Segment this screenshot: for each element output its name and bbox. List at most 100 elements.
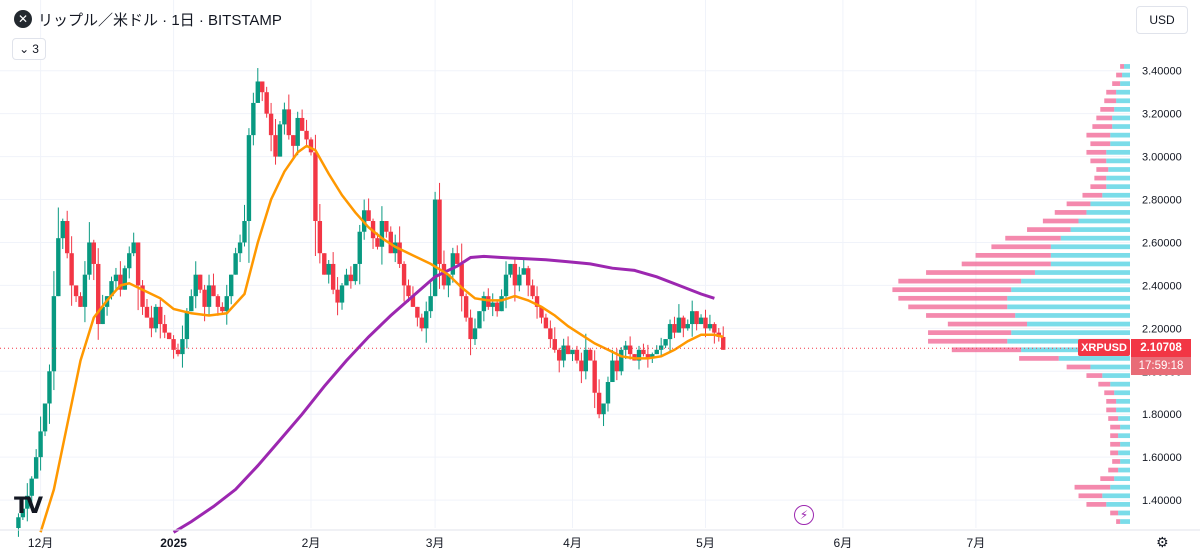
volume-profile-bar-up bbox=[1112, 115, 1130, 121]
indicators-toggle-button[interactable]: ⌄ 3 bbox=[12, 38, 46, 60]
candle-body bbox=[663, 339, 668, 346]
volume-profile-bar-down bbox=[1110, 424, 1121, 430]
candle-body bbox=[525, 268, 531, 286]
candle-body bbox=[317, 221, 323, 254]
candle-body bbox=[64, 221, 70, 254]
candle-body bbox=[96, 263, 101, 325]
candle-body bbox=[375, 238, 380, 247]
volume-profile-bar-up bbox=[1110, 141, 1130, 147]
candle-body bbox=[330, 263, 336, 290]
candle-body bbox=[180, 339, 185, 355]
candle-body bbox=[87, 242, 92, 275]
volume-profile-bar-down bbox=[1086, 502, 1107, 507]
volume-profile-bar-down bbox=[1096, 167, 1109, 172]
candle-body bbox=[698, 317, 704, 325]
candle-body bbox=[113, 274, 119, 282]
candle-body bbox=[592, 360, 597, 393]
candle-body bbox=[149, 317, 154, 329]
candle-body bbox=[610, 360, 615, 383]
candle-body bbox=[627, 345, 633, 355]
candle-body bbox=[339, 285, 345, 303]
candle-body bbox=[273, 135, 278, 157]
candle-body bbox=[286, 109, 292, 136]
xrp-logo-icon: ✕ bbox=[14, 10, 32, 28]
candle-body bbox=[56, 238, 61, 297]
candle-body bbox=[579, 360, 584, 372]
candle-body bbox=[605, 382, 611, 404]
volume-profile-bar-up bbox=[1027, 321, 1130, 327]
candle-body bbox=[534, 296, 540, 307]
volume-profile-bar-up bbox=[1116, 98, 1130, 104]
volume-profile-bar-down bbox=[1066, 364, 1091, 370]
volume-profile-bar-up bbox=[1011, 287, 1130, 293]
symbol-title: リップル／米ドル · 1日 · BITSTAMP bbox=[38, 11, 282, 29]
candle-body bbox=[211, 285, 216, 297]
candle-body bbox=[277, 124, 283, 157]
chart-title[interactable]: ✕ リップル／米ドル · 1日 · BITSTAMP bbox=[14, 8, 282, 30]
candle-body bbox=[69, 253, 74, 286]
volume-profile-bar-down bbox=[1108, 467, 1119, 473]
volume-profile-bar-up bbox=[1102, 373, 1130, 378]
volume-profile-bar-down bbox=[1104, 98, 1117, 104]
volume-profile-bar-up bbox=[1116, 89, 1130, 95]
volume-profile-bar-up bbox=[1110, 381, 1130, 387]
lightning-icon[interactable]: ⚡ bbox=[794, 505, 814, 525]
volume-profile-bar-down bbox=[1005, 235, 1061, 241]
last-price-label: 2.10708 bbox=[1131, 339, 1191, 358]
candle-body bbox=[171, 339, 176, 350]
volume-profile-bar-down bbox=[1112, 81, 1121, 86]
volume-profile-bar-up bbox=[1114, 390, 1130, 396]
candle-body bbox=[503, 274, 509, 297]
x-tick-label: 3月 bbox=[426, 536, 445, 550]
volume-profile-bar-down bbox=[908, 304, 1008, 310]
volume-profile-bar-down bbox=[1120, 64, 1125, 69]
x-tick-label: 4月 bbox=[563, 536, 582, 550]
candle-body bbox=[561, 345, 566, 361]
volume-profile-bar-up bbox=[1090, 364, 1130, 370]
y-tick-label: 1.60000 bbox=[1142, 452, 1182, 464]
candle-body bbox=[601, 403, 606, 415]
volume-profile-bar-down bbox=[898, 295, 1008, 301]
candle-body bbox=[162, 324, 167, 333]
volume-profile-bar-down bbox=[926, 313, 1016, 318]
volume-profile-bar-down bbox=[1042, 218, 1079, 224]
volume-profile-bar-down bbox=[1090, 141, 1111, 147]
candle-body bbox=[654, 349, 659, 355]
candle-body bbox=[410, 296, 416, 307]
volume-profile-bar-down bbox=[1090, 184, 1107, 190]
candle-body bbox=[220, 306, 225, 312]
candle-body bbox=[406, 285, 411, 297]
volume-profile-bar-up bbox=[1118, 433, 1130, 439]
x-tick-label: 7月 bbox=[967, 536, 986, 550]
candle-body bbox=[508, 263, 513, 275]
volume-profile-bar-down bbox=[1100, 107, 1115, 112]
volume-profile-bar-up bbox=[1102, 192, 1130, 198]
candle-body bbox=[197, 274, 203, 290]
chevron-down-icon: ⌄ bbox=[19, 42, 30, 56]
currency-select[interactable]: USD bbox=[1136, 6, 1188, 34]
x-tick-label: 2月 bbox=[302, 536, 321, 550]
volume-profile-bar-down bbox=[1092, 124, 1113, 129]
x-tick-label: 5月 bbox=[696, 536, 715, 550]
candles[interactable] bbox=[16, 68, 726, 537]
volume-profile-bar-down bbox=[1027, 227, 1071, 232]
candle-body bbox=[51, 296, 57, 372]
candle-body bbox=[499, 296, 504, 312]
volume-profile-bar-down bbox=[898, 278, 1022, 284]
candle-body bbox=[38, 431, 43, 458]
x-tick-label: 6月 bbox=[834, 536, 853, 550]
candle-body bbox=[530, 285, 535, 297]
candle-body bbox=[636, 349, 642, 361]
candle-body bbox=[424, 311, 429, 329]
volume-profile-bar-down bbox=[1074, 484, 1111, 490]
candle-body bbox=[517, 274, 522, 286]
y-tick-label: 2.40000 bbox=[1142, 280, 1182, 292]
volume-profile-bar-up bbox=[1007, 338, 1130, 344]
candle-body bbox=[419, 317, 425, 329]
volume-profile-bar-up bbox=[1058, 356, 1130, 361]
volume-profile-bar-down bbox=[1090, 158, 1107, 164]
settings-icon[interactable]: ⚙ bbox=[1156, 534, 1169, 550]
candle-body bbox=[694, 311, 699, 325]
